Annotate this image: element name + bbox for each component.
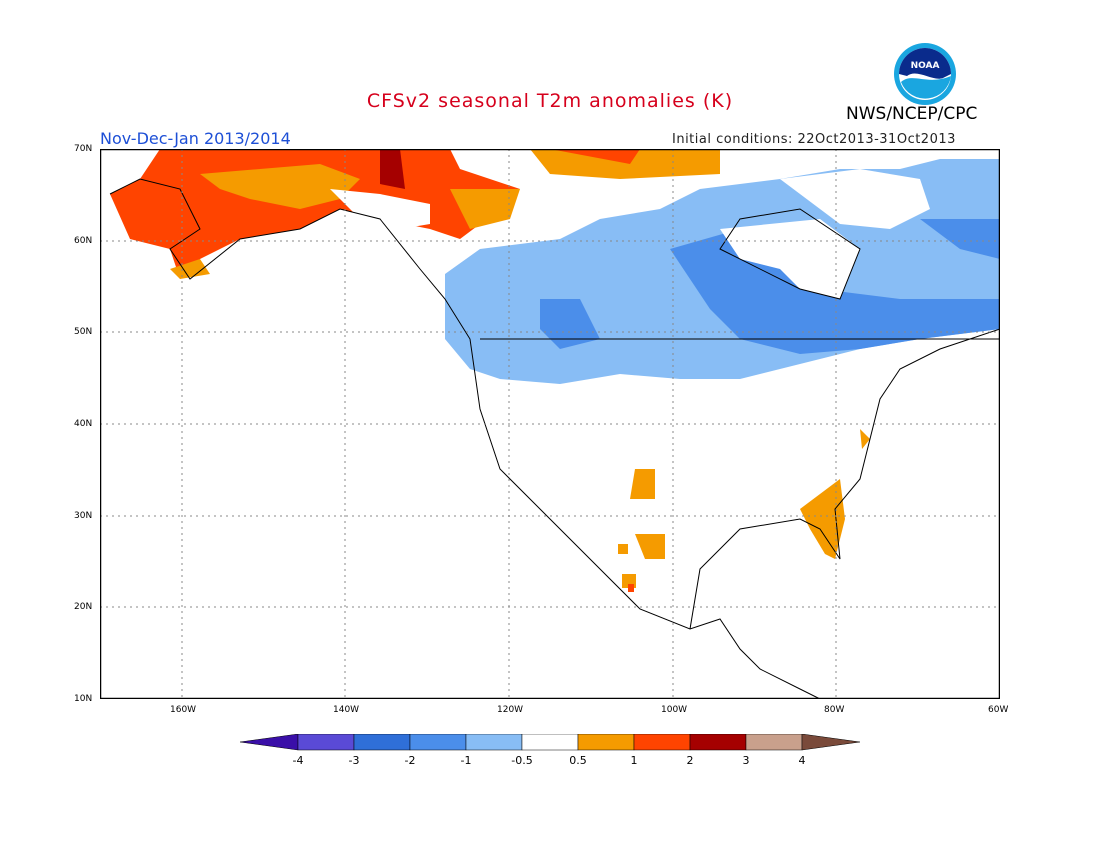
lat-label: 10N: [74, 694, 93, 704]
lon-label: 120W: [497, 705, 524, 715]
legend-label: 1: [630, 754, 638, 767]
noaa-logo: NOAA: [894, 43, 956, 105]
legend-swatch: [521, 734, 579, 751]
lon-label: 100W: [661, 705, 688, 715]
legend-swatch: [577, 734, 635, 751]
lat-label: 40N: [74, 419, 93, 429]
legend-swatch: [465, 734, 523, 751]
legend-arrow-low: [240, 734, 299, 751]
grid-lines: [100, 149, 1000, 699]
map-title: CFSv2 seasonal T2m anomalies (K): [366, 90, 734, 112]
agency-label: NWS/NCEP/CPC: [846, 104, 978, 124]
legend-swatch: [633, 734, 691, 751]
legend-swatch: [353, 734, 411, 751]
legend-swatch: [745, 734, 803, 751]
color-legend: [240, 734, 861, 751]
warm-region-north: [110, 149, 720, 279]
lon-label: 160W: [170, 705, 197, 715]
anomaly-map: [100, 149, 1000, 699]
legend-swatch: [297, 734, 355, 751]
lat-label: 20N: [74, 602, 93, 612]
initial-conditions-label: Initial conditions: 22Oct2013-31Oct2013: [672, 132, 956, 147]
lon-label: 140W: [333, 705, 360, 715]
coastlines: [109, 178, 1000, 699]
lon-label: 80W: [824, 705, 845, 715]
legend-label: 2: [686, 754, 694, 767]
warm-region-southeast: [618, 429, 870, 592]
legend-arrow-high: [801, 734, 861, 751]
cold-region-canada: [445, 159, 1000, 384]
legend-label: -0.5: [511, 754, 533, 767]
map-frame: [100, 149, 1000, 699]
lat-label: 30N: [74, 511, 93, 521]
period-label: Nov-Dec-Jan 2013/2014: [100, 129, 291, 148]
lat-label: 50N: [74, 327, 93, 337]
lat-label: 60N: [74, 236, 93, 246]
lat-label: 70N: [74, 144, 93, 154]
legend-label: -1: [460, 754, 472, 767]
legend-label: -2: [404, 754, 416, 767]
legend-label: 4: [798, 754, 806, 767]
legend-label: 0.5: [569, 754, 587, 767]
map-panel: [100, 149, 1000, 699]
legend-swatch: [689, 734, 747, 751]
legend-label: 3: [742, 754, 750, 767]
legend-label: -3: [348, 754, 360, 767]
legend-label: -4: [292, 754, 304, 767]
legend-swatch: [409, 734, 467, 751]
lon-label: 60W: [988, 705, 1009, 715]
logo-text: NOAA: [911, 61, 940, 71]
